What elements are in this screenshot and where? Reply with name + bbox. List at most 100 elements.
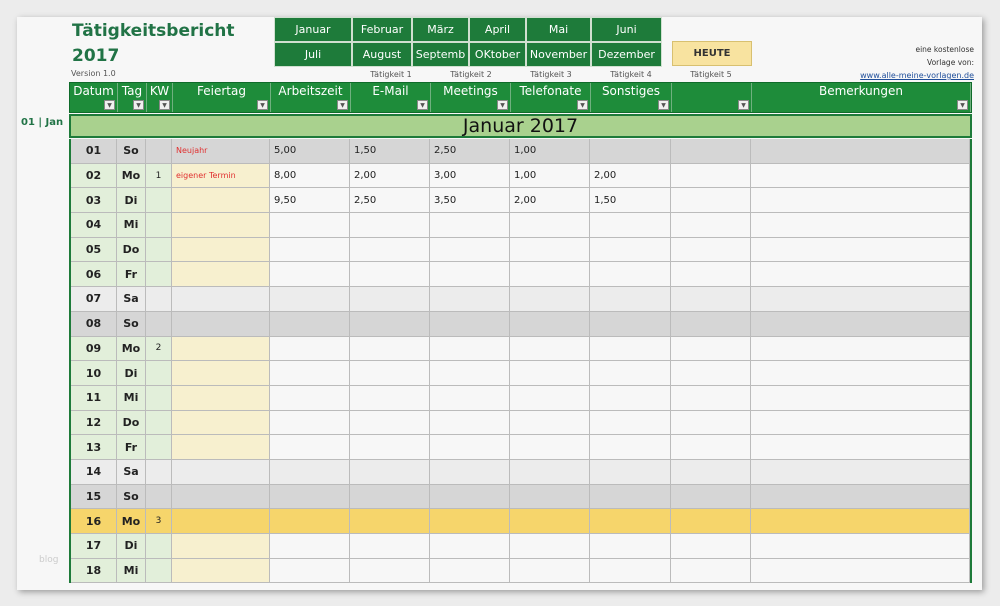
month-button-januar[interactable]: Januar: [274, 17, 352, 42]
remark-cell[interactable]: [751, 459, 970, 484]
value-cell[interactable]: [510, 459, 590, 484]
value-cell[interactable]: [671, 163, 751, 188]
value-cell[interactable]: 2,00: [590, 163, 671, 188]
week-cell[interactable]: [146, 311, 172, 336]
value-cell[interactable]: [510, 385, 590, 410]
date-cell[interactable]: 17: [71, 534, 117, 558]
value-cell[interactable]: [270, 509, 350, 533]
date-cell[interactable]: 13: [71, 435, 117, 459]
week-cell[interactable]: [146, 188, 172, 213]
value-cell[interactable]: 3,50: [430, 188, 510, 213]
date-cell[interactable]: 18: [71, 558, 117, 583]
week-cell[interactable]: [146, 385, 172, 410]
month-button-septemb[interactable]: Septemb: [412, 42, 469, 67]
remark-cell[interactable]: [751, 237, 970, 262]
value-cell[interactable]: [671, 385, 751, 410]
value-cell[interactable]: [671, 435, 751, 459]
remark-cell[interactable]: [751, 188, 970, 213]
filter-dropdown-icon[interactable]: ▼: [257, 100, 268, 110]
value-cell[interactable]: [671, 287, 751, 311]
value-cell[interactable]: 8,00: [270, 163, 350, 188]
value-cell[interactable]: [270, 385, 350, 410]
week-cell[interactable]: 2: [146, 336, 172, 361]
value-cell[interactable]: [590, 361, 671, 385]
week-cell[interactable]: [146, 558, 172, 583]
day-cell[interactable]: Sa: [117, 459, 146, 484]
holiday-cell[interactable]: [172, 435, 270, 459]
holiday-cell[interactable]: Neujahr: [172, 139, 270, 163]
month-button-dezember[interactable]: Dezember: [591, 42, 662, 67]
value-cell[interactable]: [510, 509, 590, 533]
value-cell[interactable]: [590, 435, 671, 459]
value-cell[interactable]: [510, 262, 590, 287]
filter-dropdown-icon[interactable]: ▼: [497, 100, 508, 110]
week-cell[interactable]: 3: [146, 509, 172, 533]
week-cell[interactable]: [146, 484, 172, 509]
value-cell[interactable]: [350, 435, 430, 459]
value-cell[interactable]: [671, 213, 751, 237]
remark-cell[interactable]: [751, 213, 970, 237]
day-cell[interactable]: Di: [117, 534, 146, 558]
value-cell[interactable]: 1,50: [350, 139, 430, 163]
week-cell[interactable]: [146, 237, 172, 262]
value-cell[interactable]: [671, 534, 751, 558]
value-cell[interactable]: [671, 262, 751, 287]
week-cell[interactable]: [146, 139, 172, 163]
date-cell[interactable]: 09: [71, 336, 117, 361]
date-cell[interactable]: 12: [71, 410, 117, 435]
day-cell[interactable]: Mi: [117, 558, 146, 583]
day-cell[interactable]: So: [117, 484, 146, 509]
value-cell[interactable]: [270, 534, 350, 558]
value-cell[interactable]: [430, 361, 510, 385]
value-cell[interactable]: [671, 509, 751, 533]
value-cell[interactable]: [270, 484, 350, 509]
holiday-cell[interactable]: [172, 534, 270, 558]
holiday-cell[interactable]: [172, 237, 270, 262]
week-cell[interactable]: [146, 534, 172, 558]
week-cell[interactable]: [146, 213, 172, 237]
day-cell[interactable]: Fr: [117, 262, 146, 287]
value-cell[interactable]: 3,00: [430, 163, 510, 188]
value-cell[interactable]: 1,50: [590, 188, 671, 213]
value-cell[interactable]: [270, 262, 350, 287]
value-cell[interactable]: [350, 509, 430, 533]
month-button-mai[interactable]: Mai: [526, 17, 591, 42]
value-cell[interactable]: [430, 484, 510, 509]
value-cell[interactable]: [350, 213, 430, 237]
date-cell[interactable]: 02: [71, 163, 117, 188]
filter-dropdown-icon[interactable]: ▼: [133, 100, 144, 110]
value-cell[interactable]: [430, 213, 510, 237]
day-cell[interactable]: Sa: [117, 287, 146, 311]
holiday-cell[interactable]: eigener Termin: [172, 163, 270, 188]
value-cell[interactable]: [590, 509, 671, 533]
holiday-cell[interactable]: [172, 361, 270, 385]
week-cell[interactable]: [146, 435, 172, 459]
value-cell[interactable]: [590, 287, 671, 311]
value-cell[interactable]: [430, 311, 510, 336]
date-cell[interactable]: 03: [71, 188, 117, 213]
month-button-märz[interactable]: März: [412, 17, 469, 42]
date-cell[interactable]: 15: [71, 484, 117, 509]
date-cell[interactable]: 07: [71, 287, 117, 311]
value-cell[interactable]: [671, 311, 751, 336]
value-cell[interactable]: [270, 213, 350, 237]
filter-dropdown-icon[interactable]: ▼: [337, 100, 348, 110]
holiday-cell[interactable]: [172, 188, 270, 213]
value-cell[interactable]: [671, 484, 751, 509]
remark-cell[interactable]: [751, 361, 970, 385]
date-cell[interactable]: 06: [71, 262, 117, 287]
value-cell[interactable]: 2,50: [350, 188, 430, 213]
value-cell[interactable]: [430, 336, 510, 361]
value-cell[interactable]: [510, 435, 590, 459]
value-cell[interactable]: [671, 459, 751, 484]
value-cell[interactable]: [510, 484, 590, 509]
filter-dropdown-icon[interactable]: ▼: [738, 100, 749, 110]
value-cell[interactable]: [350, 237, 430, 262]
holiday-cell[interactable]: [172, 459, 270, 484]
value-cell[interactable]: [510, 287, 590, 311]
value-cell[interactable]: 9,50: [270, 188, 350, 213]
value-cell[interactable]: [510, 361, 590, 385]
holiday-cell[interactable]: [172, 311, 270, 336]
value-cell[interactable]: [430, 435, 510, 459]
value-cell[interactable]: [350, 311, 430, 336]
